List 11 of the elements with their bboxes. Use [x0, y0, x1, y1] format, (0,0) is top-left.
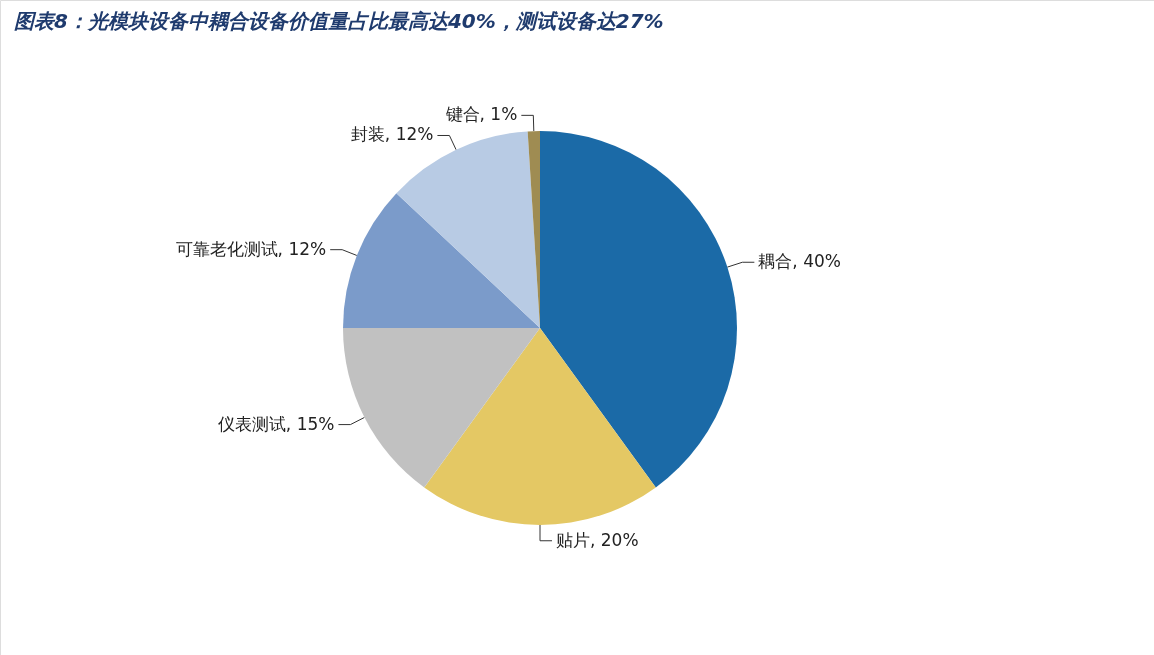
pie-slice — [424, 328, 656, 525]
chart-title: 图表8：光模块设备中耦合设备价值量占比最高达40%，测试设备达27% — [14, 9, 664, 33]
slice-label: 仪表测试, 15% — [217, 413, 335, 434]
pie-slice — [343, 193, 540, 328]
slice-label: 封装, 12% — [350, 124, 434, 145]
slice-label: 键合, 1% — [444, 104, 518, 125]
pie-slice — [343, 328, 540, 488]
slice-label: 贴片, 20% — [556, 529, 639, 550]
slice-label: 可靠老化测试, 12% — [175, 238, 327, 259]
slice-label: 耦合, 40% — [758, 251, 841, 272]
pie-slice — [540, 131, 737, 488]
